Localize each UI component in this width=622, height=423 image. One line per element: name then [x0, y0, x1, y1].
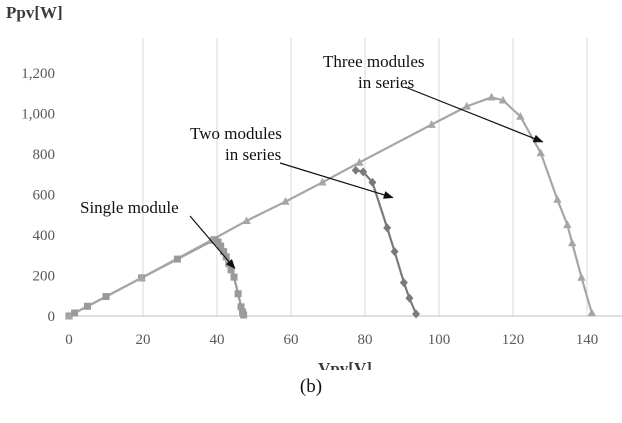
data-point [536, 148, 545, 157]
data-point [137, 273, 146, 282]
data-point [237, 303, 245, 311]
data-point [553, 195, 562, 203]
data-point [214, 238, 222, 246]
x-axis-title: Vpv[V] [318, 359, 372, 370]
data-point [102, 293, 110, 301]
data-point [234, 290, 242, 298]
data-point [281, 197, 290, 205]
gridlines [142, 38, 588, 316]
data-point [242, 216, 251, 225]
annotation-label: in series [225, 145, 281, 164]
data-point [318, 177, 327, 186]
data-point [173, 255, 181, 263]
data-point [390, 247, 399, 257]
data-point [220, 248, 228, 256]
y-tick-label: 0 [48, 309, 56, 325]
data-point [577, 273, 586, 281]
data-point [368, 177, 377, 187]
y-tick-label: 800 [33, 147, 56, 163]
data-point [351, 165, 360, 175]
y-tick-label: 400 [33, 228, 56, 244]
data-point [84, 302, 91, 310]
annotation-label: in series [358, 73, 414, 92]
data-point [487, 92, 496, 101]
data-point [71, 309, 79, 317]
x-tick-label: 40 [210, 332, 225, 348]
data-point [227, 266, 235, 274]
x-tick-label: 80 [358, 332, 373, 348]
annotation-arrow [279, 162, 394, 199]
y-tick-label: 1,200 [21, 66, 55, 82]
data-point [359, 167, 368, 177]
x-tick-label: 20 [136, 332, 151, 348]
annotation-label: Two modules [190, 124, 282, 143]
chart-svg: 0 20 40 60 80 100 120 140 0 200 400 600 800 1,000 1,2… [6, 3, 622, 370]
data-point [355, 158, 364, 166]
data-point [568, 238, 577, 247]
annotation-label: Single module [80, 198, 179, 217]
figure-caption: (b) [299, 376, 323, 397]
data-point [462, 101, 471, 110]
x-tick-label: 120 [502, 332, 525, 348]
data-point [405, 293, 414, 303]
data-point [516, 112, 525, 120]
data-point [427, 120, 436, 128]
data-point [222, 253, 230, 261]
annotation-arrow [189, 215, 236, 270]
data-point [383, 223, 392, 233]
x-tick-label: 140 [576, 332, 599, 348]
x-tick-labels: 0 20 40 60 80 100 120 140 [65, 332, 598, 348]
y-axis-title: Ppv[W] [6, 3, 63, 22]
y-tick-label: 1,000 [21, 107, 55, 123]
y-tick-labels: 0 200 400 600 800 1,000 1,200 [21, 66, 55, 325]
x-tick-label: 60 [284, 332, 299, 348]
data-point [399, 278, 408, 288]
y-tick-label: 600 [33, 188, 56, 204]
x-tick-label: 0 [65, 332, 73, 348]
data-point [240, 311, 248, 319]
x-tick-label: 100 [428, 332, 451, 348]
data-point [64, 311, 74, 320]
annotation-arrow [404, 86, 544, 143]
data-point [587, 308, 597, 317]
annotation-label: Three modules [323, 52, 425, 71]
data-point [412, 309, 421, 319]
series-markers [64, 92, 597, 320]
data-point [563, 220, 572, 229]
data-point [230, 273, 238, 281]
data-point [498, 95, 508, 104]
data-point [217, 242, 225, 250]
y-tick-label: 200 [33, 269, 56, 285]
data-point [207, 235, 216, 244]
annotations: Single module Two modules in series Three m… [80, 52, 544, 270]
